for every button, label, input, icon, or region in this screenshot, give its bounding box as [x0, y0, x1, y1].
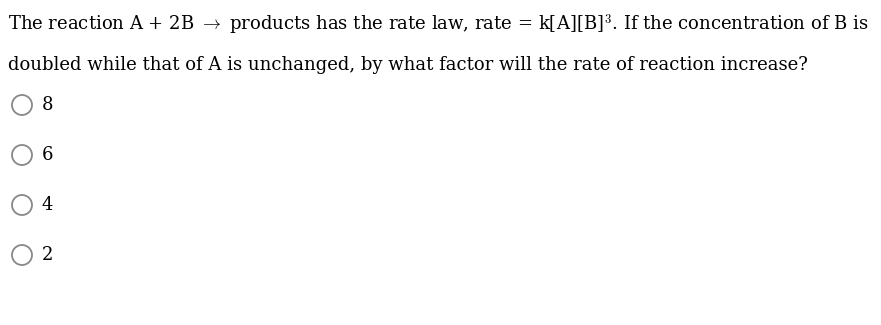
- Text: doubled while that of A is unchanged, by what factor will the rate of reaction i: doubled while that of A is unchanged, by…: [8, 56, 808, 74]
- Text: 6: 6: [42, 146, 54, 164]
- Text: 8: 8: [42, 96, 54, 114]
- Text: 4: 4: [42, 196, 54, 214]
- Text: The reaction A + 2B $\rightarrow$ products has the rate law, rate = k[A][B]$^{3}: The reaction A + 2B $\rightarrow$ produc…: [8, 12, 869, 36]
- Text: 2: 2: [42, 246, 54, 264]
